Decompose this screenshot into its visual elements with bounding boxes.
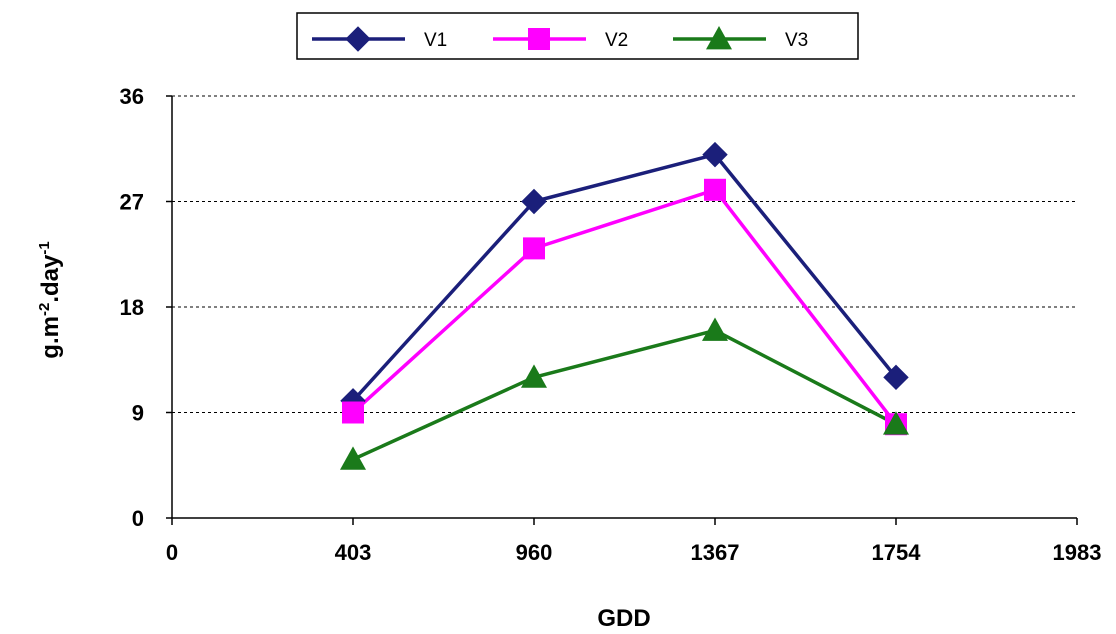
point-v3-1367 [702,317,728,341]
x-axis-title: GDD [597,605,650,632]
legend-label-v1: V1 [424,30,447,51]
x-tick-label-960: 960 [516,540,553,565]
y-axis-title-sup1: -2 [36,303,53,316]
x-tick-label-1983: 1983 [1053,540,1102,565]
y-tick-label-27: 27 [120,190,144,215]
x-tick-label-0: 0 [166,540,178,565]
x-tick-label-403: 403 [335,540,372,565]
point-v2-960 [523,237,545,260]
point-v2-1367 [704,178,726,201]
y-tick-label-18: 18 [120,295,144,320]
axes [166,95,1078,525]
legend: V1 V2 V3 [312,26,808,52]
x-tick-labels: 0 403 960 1367 1754 1983 [166,540,1102,565]
y-axis-title-base: g.m [37,316,64,359]
series-line-v3 [352,328,897,461]
y-tick-label-9: 9 [132,401,144,426]
legend-box [296,12,859,60]
y-axis-title-mid: .day [37,254,64,303]
legend-marker-v3 [706,26,732,50]
y-tick-labels: 0 9 18 27 36 [120,84,144,531]
series-line-v2 [351,188,898,426]
point-v1-1367 [702,141,728,168]
point-v1-1754 [883,364,909,391]
series-group [340,141,909,470]
gridlines [172,95,1077,413]
legend-label-v2: V2 [605,30,628,51]
point-v3-960 [521,364,547,388]
legend-label-v3: V3 [785,30,808,51]
point-v2-403 [342,401,364,424]
y-tick-label-36: 36 [120,84,144,109]
x-tick-label-1367: 1367 [691,540,740,565]
legend-marker-v1 [345,26,371,52]
series-line-v1 [351,152,898,402]
point-v3-403 [340,446,366,470]
point-v3-1754 [883,411,909,435]
legend-marker-v2 [528,28,550,50]
y-axis-title: g.m-2.day-1 [36,241,64,358]
x-tick-label-1754: 1754 [872,540,922,565]
y-axis-title-sup2: -1 [36,241,53,254]
point-v1-960 [521,188,547,215]
y-tick-label-0: 0 [132,506,144,531]
